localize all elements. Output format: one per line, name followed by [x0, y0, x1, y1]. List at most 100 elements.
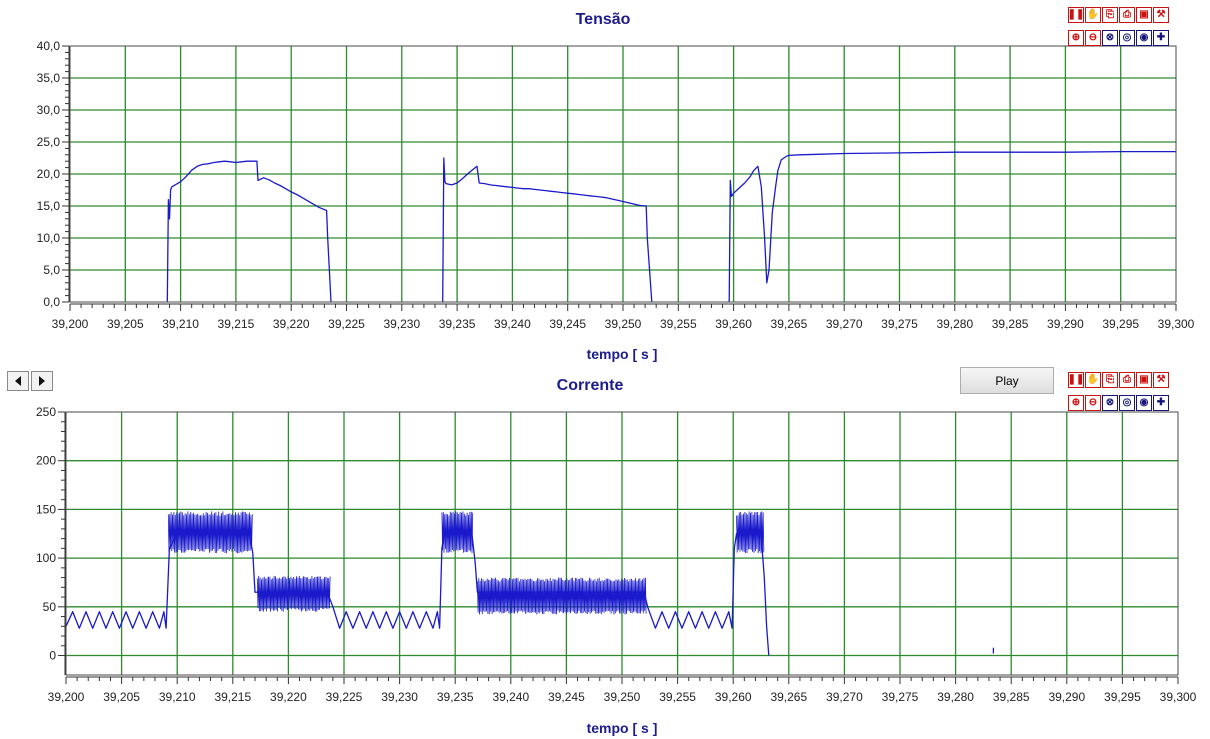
x-tick-label: 39,245	[549, 317, 586, 331]
y-tick-label: 15,0	[37, 199, 61, 213]
y-tick-label: 0	[49, 649, 56, 663]
x-tick-label: 39,225	[328, 317, 365, 331]
zoom-in-icon[interactable]: ⊕	[1068, 30, 1084, 46]
x-tick-label: 39,285	[993, 690, 1030, 704]
plot-border	[65, 411, 1179, 676]
x-tick-label: 39,280	[936, 317, 973, 331]
data-series	[65, 511, 995, 656]
zoom-out-icon[interactable]: ⊖	[1085, 395, 1101, 411]
x-axis-ticks: 39,200 39,205 39,210 39,215 39,220 39,225 39,2…	[48, 676, 1197, 704]
zoom-y-icon[interactable]: ◎	[1119, 395, 1135, 411]
grid	[70, 46, 1176, 302]
x-tick-label: 39,295	[1102, 317, 1139, 331]
pause-icon[interactable]: ❚❚	[1068, 7, 1084, 23]
x-tick-label: 39,205	[103, 690, 140, 704]
save-icon[interactable]: ▣	[1136, 372, 1152, 388]
oscillation-band	[477, 577, 647, 615]
zoom-x-icon[interactable]: ⊗	[1102, 30, 1118, 46]
copy-icon[interactable]: ⎘	[1102, 7, 1118, 23]
x-tick-label: 39,260	[715, 690, 752, 704]
zoom-y-icon[interactable]: ◎	[1119, 30, 1135, 46]
oscillation-band	[441, 511, 474, 554]
hand-pan-icon[interactable]: ✋	[1085, 7, 1101, 23]
chart-title: Corrente	[557, 377, 624, 394]
y-tick-label: 200	[36, 454, 56, 468]
y-tick-label: 100	[36, 551, 56, 565]
move-icon[interactable]: ✚	[1153, 30, 1169, 46]
x-axis-ticks: 39,200 39,205 39,210 39,215 39,220 39,225 39,2…	[52, 303, 1195, 331]
x-tick-label: 39,250	[605, 317, 642, 331]
x-tick-label: 39,265	[770, 690, 807, 704]
copy-icon[interactable]: ⎘	[1102, 372, 1118, 388]
plot-border	[69, 45, 1177, 303]
x-tick-label: 39,270	[826, 690, 863, 704]
scroll-left-button[interactable]	[7, 371, 29, 391]
x-tick-label: 39,260	[715, 317, 752, 331]
pause-icon[interactable]: ❚❚	[1068, 372, 1084, 388]
data-series	[166, 150, 1176, 303]
print-icon[interactable]: ⎙	[1119, 372, 1135, 388]
move-icon[interactable]: ✚	[1153, 395, 1169, 411]
x-tick-label: 39,205	[107, 317, 144, 331]
toolbar-row-top: ❚❚ ✋ ⎘ ⎙ ▣ ⚒	[1068, 7, 1169, 23]
zoom-reset-icon[interactable]: ◉	[1136, 30, 1152, 46]
x-tick-label: 39,280	[937, 690, 974, 704]
x-tick-label: 39,235	[439, 317, 476, 331]
x-tick-label: 39,230	[383, 317, 420, 331]
x-tick-label: 39,210	[159, 690, 196, 704]
y-tick-label: 30,0	[37, 103, 61, 117]
wrench-icon[interactable]: ⚒	[1153, 372, 1169, 388]
toolbar-row-bottom: ⊕ ⊖ ⊗ ◎ ◉ ✚	[1068, 30, 1169, 46]
save-icon[interactable]: ▣	[1136, 7, 1152, 23]
x-tick-label: 39,235	[437, 690, 474, 704]
x-tick-label: 39,225	[326, 690, 363, 704]
zoom-reset-icon[interactable]: ◉	[1136, 395, 1152, 411]
x-axis-label: tempo [ s ]	[587, 720, 658, 736]
toolbar-row-top: ❚❚ ✋ ⎘ ⎙ ▣ ⚒	[1068, 372, 1169, 388]
triangle-right-icon	[39, 376, 45, 386]
x-tick-label: 39,210	[162, 317, 199, 331]
x-tick-label: 39,285	[992, 317, 1029, 331]
x-tick-label: 39,230	[381, 690, 418, 704]
oscillation-band	[167, 511, 253, 554]
x-tick-label: 39,240	[492, 690, 529, 704]
y-tick-label: 40,0	[37, 39, 61, 53]
series-line	[65, 533, 770, 656]
x-tick-label: 39,300	[1160, 690, 1197, 704]
oscillation-band	[256, 575, 331, 612]
y-tick-label: 250	[36, 405, 56, 419]
y-axis-ticks: 0 50 100 150 200 250	[36, 405, 66, 675]
x-tick-label: 39,290	[1048, 690, 1085, 704]
chart-voltage: Tensão 0,0 5,0 10,0 15,0 20,0 25,0 30,0 35,0 40,…	[37, 11, 1195, 362]
y-tick-label: 35,0	[37, 71, 61, 85]
wrench-icon[interactable]: ⚒	[1153, 7, 1169, 23]
x-tick-label: 39,215	[214, 690, 251, 704]
zoom-out-icon[interactable]: ⊖	[1085, 30, 1101, 46]
play-button[interactable]: Play	[960, 367, 1054, 394]
x-tick-label: 39,265	[771, 317, 808, 331]
series-line	[728, 150, 1176, 303]
x-tick-label: 39,200	[52, 317, 89, 331]
print-icon[interactable]: ⎙	[1119, 7, 1135, 23]
grid	[66, 412, 1178, 675]
x-tick-label: 39,215	[218, 317, 255, 331]
zoom-in-icon[interactable]: ⊕	[1068, 395, 1084, 411]
toolbar-row-bottom: ⊕ ⊖ ⊗ ◎ ◉ ✚	[1068, 395, 1169, 411]
y-tick-label: 25,0	[37, 135, 61, 149]
y-tick-label: 20,0	[37, 167, 61, 181]
y-tick-label: 10,0	[37, 231, 61, 245]
x-tick-label: 39,220	[273, 317, 310, 331]
x-tick-label: 39,270	[826, 317, 863, 331]
zoom-x-icon[interactable]: ⊗	[1102, 395, 1118, 411]
y-tick-label: 150	[36, 502, 56, 516]
scroll-right-button[interactable]	[31, 371, 53, 391]
x-tick-label: 39,295	[1104, 690, 1141, 704]
hand-pan-icon[interactable]: ✋	[1085, 372, 1101, 388]
x-axis-label: tempo [ s ]	[587, 346, 658, 362]
x-tick-label: 39,245	[548, 690, 585, 704]
y-tick-label: 5,0	[43, 263, 60, 277]
y-axis-ticks: 0,0 5,0 10,0 15,0 20,0 25,0 30,0 35,0 40,0	[37, 39, 70, 309]
x-tick-label: 39,220	[270, 690, 307, 704]
series-line	[166, 160, 332, 303]
